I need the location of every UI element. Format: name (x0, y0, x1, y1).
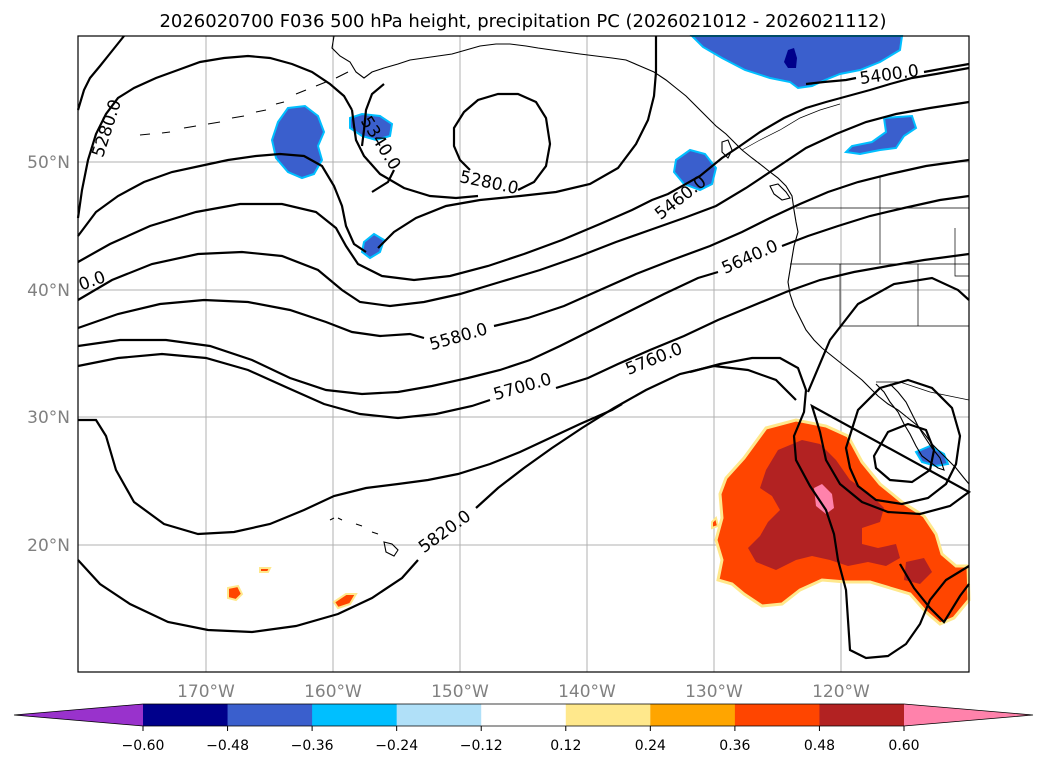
colorbar-segment (227, 704, 313, 726)
colorbar-tick-label: −0.48 (206, 738, 249, 754)
height-contours (76, 35, 972, 660)
contour-5700 (77, 252, 970, 420)
lon-label-160w: 160°W (304, 682, 362, 702)
colorbar-segment (481, 704, 567, 726)
coast-aleutian-chain (139, 71, 349, 136)
contour-5400-a (77, 152, 367, 253)
contour-low-mexico-outer (844, 378, 962, 506)
orange-area-hawaii-2 (259, 567, 272, 573)
colorbar-tick-label: 0.36 (719, 738, 750, 754)
longitude-labels: 170°W 160°W 150°W 140°W 130°W 120°W (177, 682, 870, 702)
contour-5760 (78, 356, 970, 660)
coast-haida-gwaii (721, 139, 733, 159)
coast-hawaii (329, 517, 399, 557)
colorbar-segment (312, 704, 398, 726)
map-panel: 5280.0 5340.0 5280.0 5400.0 5460.0 5640.… (76, 35, 972, 673)
colorbar-segment (819, 704, 905, 726)
border-alaska-canada (741, 103, 841, 151)
blue-area-canada (843, 114, 918, 156)
blue-area-small (360, 232, 386, 260)
colorbar-tick-label: 0.24 (635, 738, 666, 754)
pink-area-max (814, 484, 834, 514)
lon-label-120w: 120°W (812, 682, 870, 702)
lat-label-50n: 50°N (27, 153, 70, 173)
lon-label-130w: 130°W (685, 682, 743, 702)
contour-5460 (77, 66, 970, 282)
dark-area-gulf-alaska (784, 48, 797, 68)
colorbar-segment (565, 704, 651, 726)
map-frame (77, 35, 970, 673)
blue-area-gulf-alaska (689, 35, 904, 90)
latitude-labels: 50°N 40°N 30°N 20°N (27, 153, 70, 556)
contour-5400-north (377, 36, 658, 249)
lat-label-20n: 20°N (27, 536, 70, 556)
lat-label-40n: 40°N (27, 281, 70, 301)
borders (741, 103, 970, 401)
contour-5280-west-b (76, 54, 353, 219)
colorbar-segment (396, 704, 482, 726)
contour-5280-loop (360, 83, 395, 193)
colorbar: −0.60 −0.48 −0.36 −0.24 −0.12 0.12 0.24 0.36 0.4… (13, 703, 1034, 754)
coast-alaska (331, 35, 743, 151)
contour-5820 (77, 364, 797, 634)
colorbar-segment (650, 704, 736, 726)
lat-label-30n: 30°N (27, 408, 70, 428)
border-states-b (839, 176, 969, 327)
coast-bc-panhandle (741, 149, 970, 485)
coast-vancouver-island (769, 183, 791, 201)
colorbar-tick-label: −0.12 (460, 738, 503, 754)
colorbar-tick-label: 0.60 (888, 738, 919, 754)
border-us-mexico (876, 381, 970, 401)
colorbar-tick-label: −0.24 (375, 738, 418, 754)
contour-5280-west (76, 35, 125, 111)
coastlines (139, 35, 970, 557)
contour-5400-east (805, 62, 970, 86)
contour-5520 (77, 100, 970, 308)
orange-area-hawaii-3 (332, 593, 358, 610)
colorbar-segment (143, 704, 229, 726)
colorbar-tick-label: 0.48 (804, 738, 835, 754)
contour-5640 (77, 194, 970, 396)
figure-title: 2026020700 F036 500 hPa height, precipit… (159, 11, 886, 32)
contour-low-mexico-big (806, 276, 972, 516)
blue-area-bc-coast (672, 148, 718, 192)
colorbar-extend-low (14, 704, 143, 726)
lon-label-170w: 170°W (177, 682, 235, 702)
orange-area-hawaii-1 (227, 584, 244, 602)
colorbar-tick-label: −0.36 (291, 738, 334, 754)
dark-red-area-east (904, 558, 932, 584)
colorbar-tick-label: −0.60 (122, 738, 165, 754)
orange-area-west (711, 516, 720, 530)
contour-east-line (899, 563, 970, 624)
lon-label-150w: 150°W (431, 682, 489, 702)
contour-5580 (77, 158, 970, 340)
contour-5340 (350, 92, 552, 200)
colorbar-tick-label: 0.12 (550, 738, 581, 754)
contour-low-mexico (872, 422, 936, 484)
colorbar-extend-high (904, 704, 1033, 726)
colorbar-segment (734, 704, 820, 726)
lon-label-140w: 140°W (558, 682, 616, 702)
coast-baja (875, 383, 945, 471)
